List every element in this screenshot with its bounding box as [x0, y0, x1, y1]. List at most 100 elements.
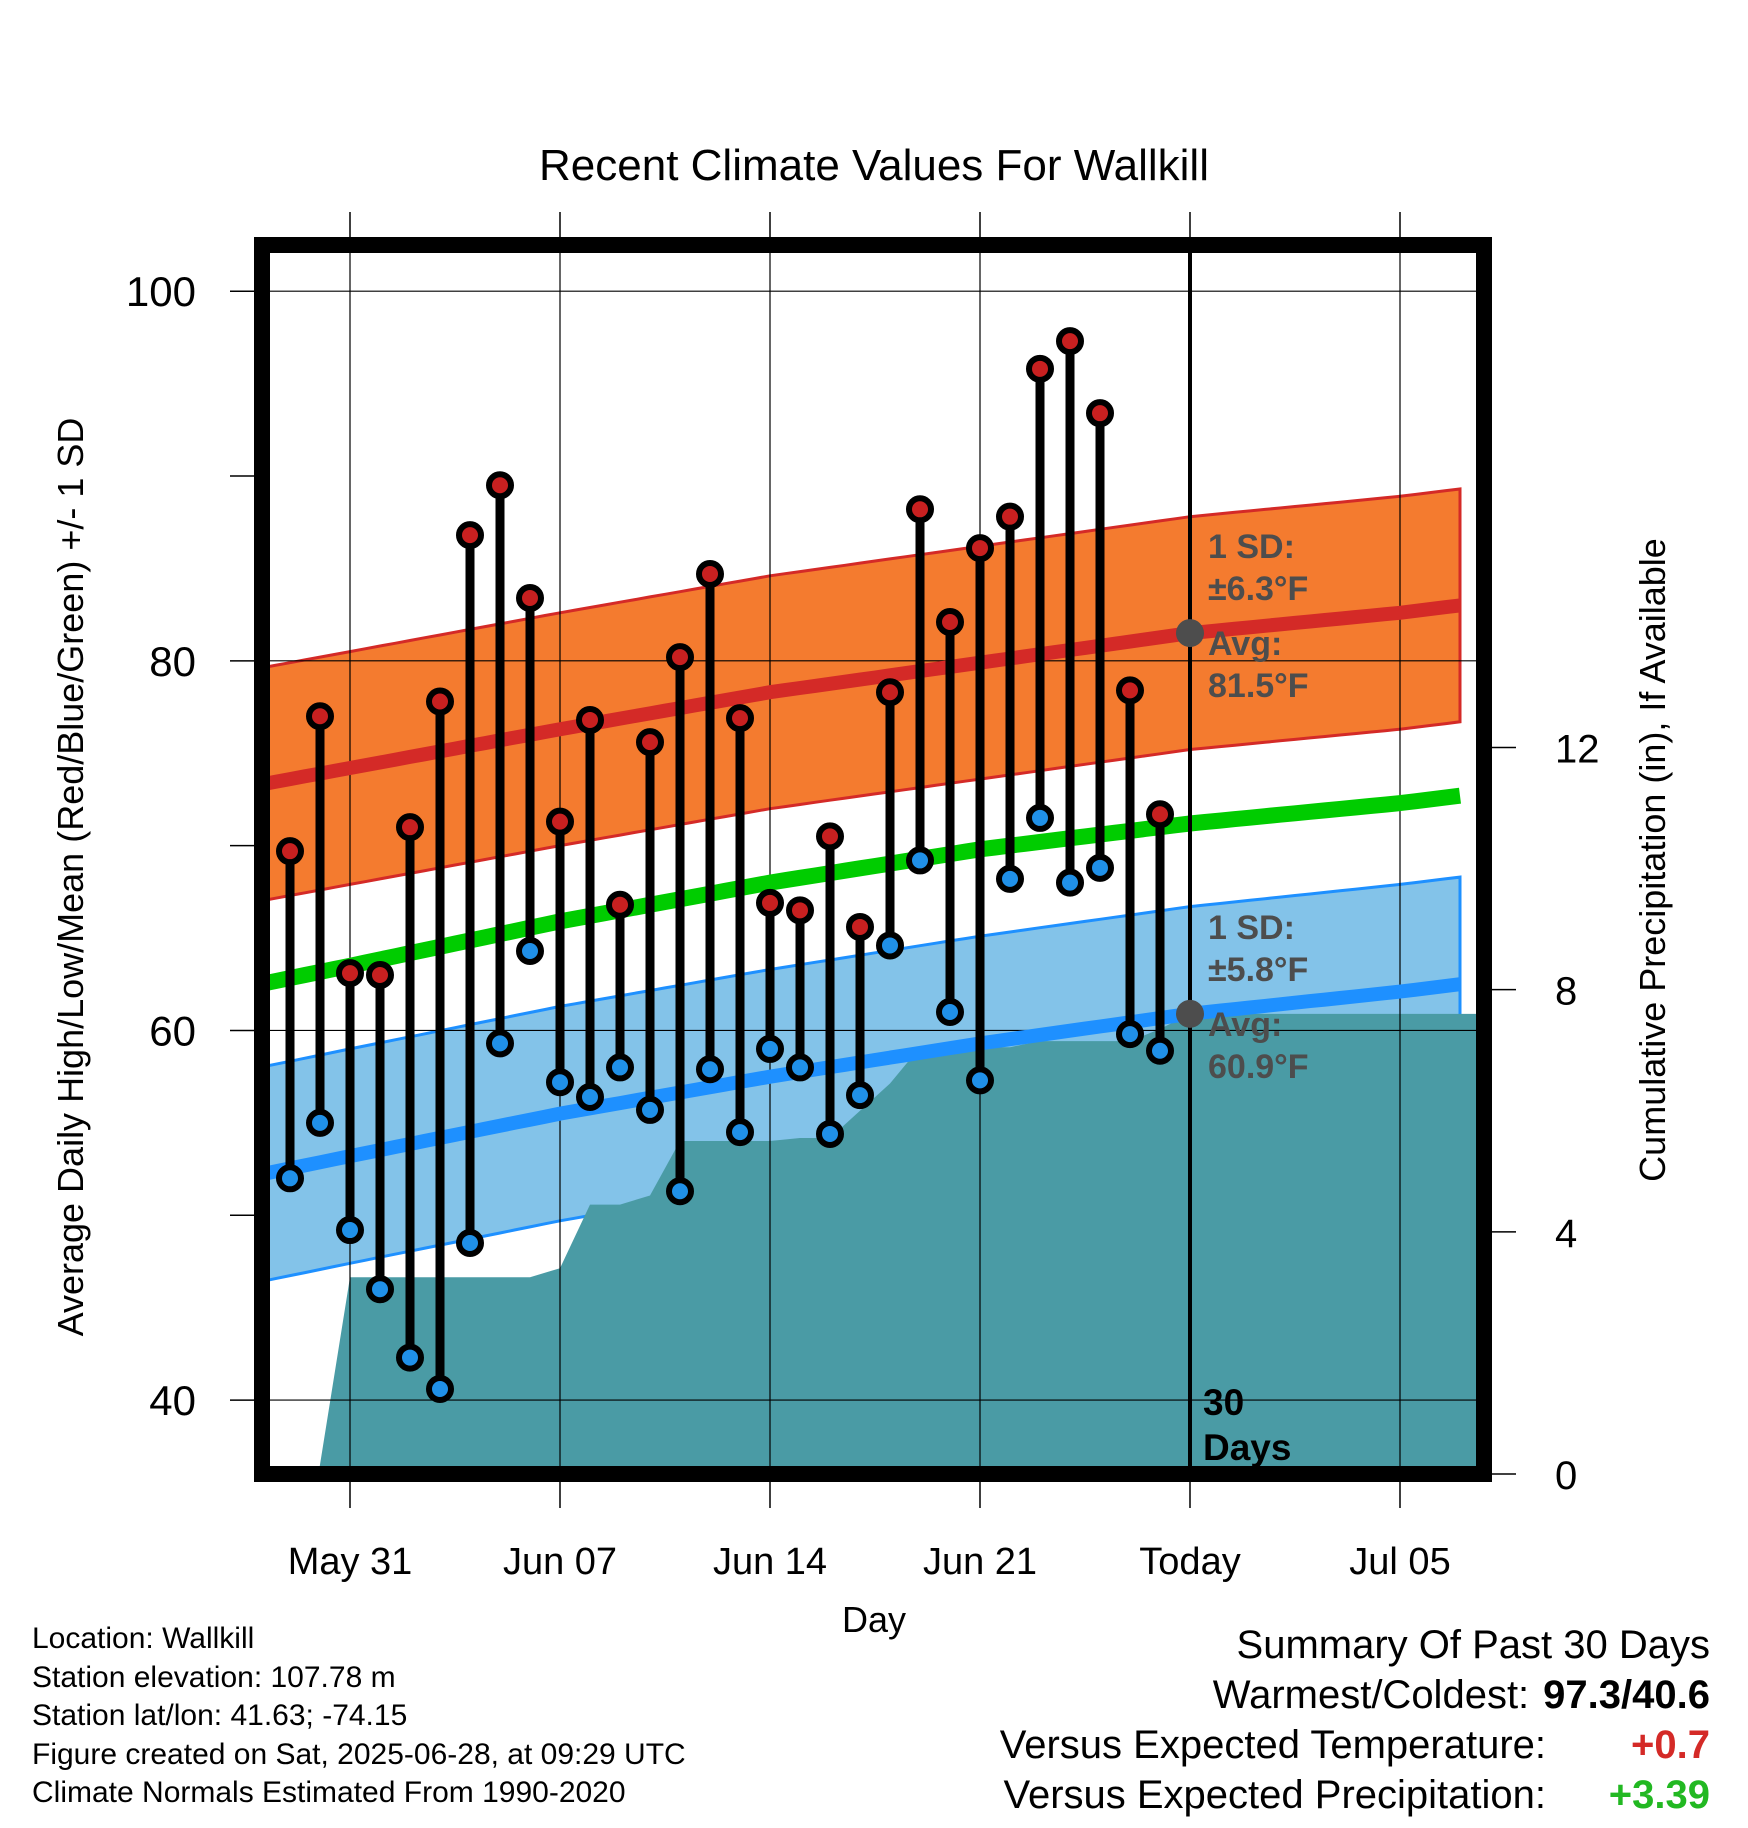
daily-high-point: [816, 822, 844, 851]
daily-high-point: [696, 559, 724, 588]
high-avg-label: Avg:: [1208, 625, 1282, 663]
plot-area: 1 SD: ±6.3°F Avg: 81.5°F 1 SD: ±5.8°F Avg: 60.9…: [126, 212, 1600, 1583]
daily-low-point: [1056, 868, 1084, 897]
normal-high-line: [258, 598, 1461, 792]
daily-low-point: [786, 1053, 814, 1082]
y-tick-label-left: 80: [149, 638, 196, 685]
daily-high-point: [996, 502, 1024, 531]
daily-low-point: [576, 1082, 604, 1111]
elevation-text: Station elevation: 107.78 m: [32, 1660, 396, 1694]
summary-title: Summary Of Past 30 Days: [1236, 1623, 1710, 1667]
normal-mean-line: [258, 787, 1462, 993]
created-text: Figure created on Sat, 2025-06-28, at 09…: [32, 1737, 686, 1771]
y-tick-label-left: 100: [126, 268, 196, 315]
daily-low-point: [276, 1164, 304, 1193]
daily-low-point: [306, 1108, 334, 1137]
y-tick-label-left: 40: [149, 1377, 196, 1424]
daily-low-point: [666, 1177, 694, 1206]
normals-text: Climate Normals Estimated From 1990-2020: [32, 1776, 626, 1809]
daily-low-point: [636, 1095, 664, 1124]
daily-low-point: [516, 936, 544, 965]
daily-low-point: [816, 1119, 844, 1148]
daily-high-point: [396, 813, 424, 842]
daily-high-point: [1056, 327, 1084, 356]
daily-low-point: [756, 1034, 784, 1063]
summary-warm-cold: Warmest/Coldest: 97.3/40.6: [1000, 1670, 1710, 1720]
daily-high-point: [426, 687, 454, 716]
daily-high-point: [546, 807, 574, 836]
daily-high-point: [516, 583, 544, 612]
low-avg-value: 60.9°F: [1208, 1048, 1309, 1086]
daily-high-point: [606, 890, 634, 919]
daily-high-point: [906, 495, 934, 524]
daily-high-point: [1026, 354, 1054, 383]
daily-high-point: [876, 678, 904, 707]
today-days-label: Days: [1203, 1427, 1291, 1468]
y-tick-label-left: 60: [149, 1007, 196, 1054]
daily-low-point: [1116, 1020, 1144, 1049]
daily-high-point: [936, 608, 964, 637]
daily-high-point: [636, 728, 664, 757]
daily-high-point: [456, 521, 484, 550]
y-tick-label-right: 12: [1555, 727, 1600, 771]
x-tick-label: May 31: [288, 1541, 413, 1583]
precip-label: Versus Expected Precipitation:: [1003, 1773, 1546, 1817]
daily-low-point: [1086, 853, 1114, 882]
chart-title: Recent Climate Values For Wallkill: [539, 141, 1209, 190]
daily-low-point: [426, 1374, 454, 1403]
summary-panel: Summary Of Past 30 Days Warmest/Coldest:…: [1000, 1620, 1710, 1820]
high-avg-value: 81.5°F: [1208, 667, 1309, 705]
daily-high-point: [846, 912, 874, 941]
daily-high-point: [726, 704, 754, 733]
x-tick-label: Jun 07: [503, 1541, 617, 1583]
daily-low-point: [696, 1055, 724, 1084]
daily-high-point: [336, 959, 364, 988]
daily-low-point: [396, 1343, 424, 1372]
temp-value: +0.7: [1631, 1723, 1710, 1767]
daily-low-point: [546, 1068, 574, 1097]
location-text: Location: Wallkill: [32, 1622, 255, 1655]
daily-high-point: [1146, 800, 1174, 829]
daily-low-point: [936, 997, 964, 1026]
precip-value: +3.39: [1608, 1773, 1710, 1817]
latlon-text: Station lat/lon: 41.63; -74.15: [32, 1699, 408, 1732]
summary-temp: Versus Expected Temperature: +0.7: [1000, 1720, 1710, 1770]
daily-low-point: [876, 931, 904, 960]
y-axis-label-right: Cumulative Precipitation (in), If Availa…: [1632, 538, 1673, 1182]
low-sd-value: ±5.8°F: [1208, 951, 1308, 989]
x-tick-label: Today: [1139, 1541, 1240, 1583]
low-avg-label: Avg:: [1208, 1006, 1282, 1044]
daily-low-point: [366, 1275, 394, 1304]
today-days-label: 30: [1203, 1382, 1244, 1423]
daily-high-point: [1116, 676, 1144, 705]
daily-high-point: [966, 534, 994, 563]
y-tick-label-right: 8: [1555, 970, 1577, 1014]
daily-low-point: [336, 1216, 364, 1245]
x-tick-label: Jul 05: [1349, 1541, 1450, 1583]
high-sd-label: 1 SD:: [1208, 528, 1295, 566]
daily-low-point: [996, 864, 1024, 893]
today-high-avg-marker: [1176, 619, 1204, 648]
daily-low-point: [906, 846, 934, 875]
station-info: Location: Wallkill Station elevation: 10…: [32, 1620, 686, 1813]
daily-low-point: [1026, 803, 1054, 832]
daily-low-point: [456, 1228, 484, 1257]
daily-high-point: [306, 702, 334, 731]
y-axis-label-left: Average Daily High/Low/Mean (Red/Blue/Gr…: [50, 418, 91, 1337]
today-low-avg-marker: [1176, 999, 1204, 1028]
plot-frame: [254, 237, 1492, 1482]
x-tick-label: Jun 21: [923, 1541, 1037, 1583]
summary-precip: Versus Expected Precipitation: +3.39: [1000, 1770, 1710, 1820]
y-tick-label-right: 0: [1555, 1454, 1577, 1498]
daily-high-point: [786, 896, 814, 925]
y-tick-label-right: 4: [1555, 1212, 1577, 1256]
daily-high-point: [666, 643, 694, 672]
daily-low-point: [966, 1066, 994, 1095]
daily-high-point: [576, 705, 604, 734]
daily-low-point: [846, 1081, 874, 1110]
daily-low-point: [1146, 1036, 1174, 1065]
temp-label: Versus Expected Temperature:: [999, 1723, 1546, 1767]
daily-high-point: [276, 837, 304, 866]
daily-high-point: [486, 471, 514, 500]
